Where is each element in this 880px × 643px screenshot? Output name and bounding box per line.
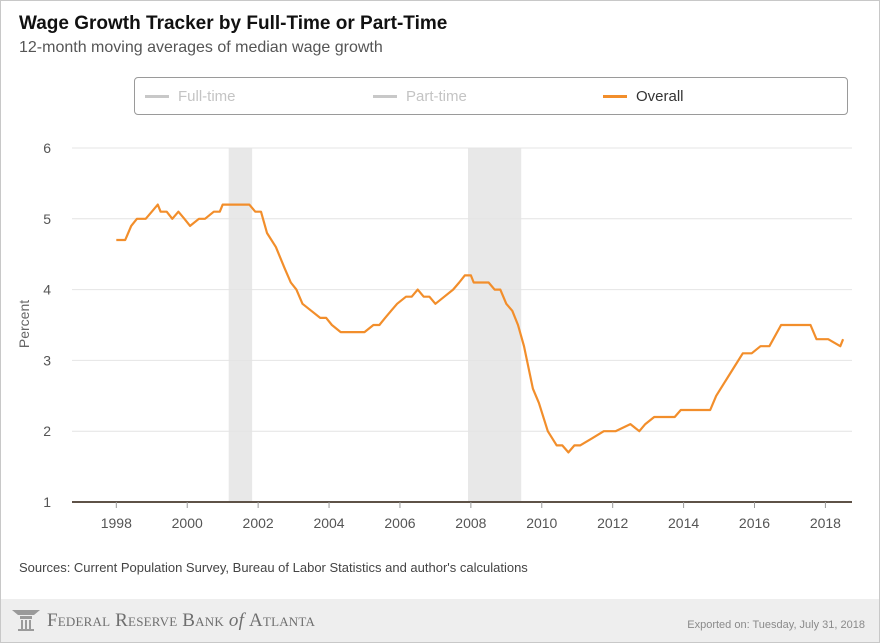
- x-tick-label-2018: 2018: [810, 515, 841, 531]
- legend-label-overall: Overall: [636, 87, 684, 105]
- recession-band-0: [228, 148, 253, 502]
- gridlines: [72, 147, 852, 503]
- recession-band-1: [468, 148, 522, 502]
- y-tick-label-4: 4: [43, 282, 51, 298]
- y-tick-label-1: 1: [43, 494, 51, 510]
- bank-name-of: of: [228, 610, 245, 631]
- x-tick-label-2002: 2002: [243, 515, 274, 531]
- sources-note: Sources: Current Population Survey, Bure…: [19, 560, 528, 575]
- x-tick-label-2006: 2006: [384, 515, 415, 531]
- recession-shading: [228, 148, 522, 502]
- legend-item-overall[interactable]: Overall: [603, 78, 684, 114]
- series-overall: [116, 203, 845, 454]
- legend-swatch-full-time: [145, 94, 169, 98]
- x-tick-label-2000: 2000: [172, 515, 203, 531]
- export-date: Exported on: Tuesday, July 31, 2018: [687, 619, 865, 631]
- y-tick-label-5: 5: [43, 211, 51, 227]
- y-tick-label-2: 2: [43, 423, 51, 439]
- chart-subtitle: 12-month moving averages of median wage …: [19, 39, 383, 56]
- x-tick-label-2016: 2016: [739, 515, 770, 531]
- x-tick-label-2014: 2014: [668, 515, 699, 531]
- footer-bar: Federal Reserve Bank of Atlanta Exported…: [1, 599, 879, 642]
- y-tick-label-6: 6: [43, 140, 51, 156]
- chart-title: Wage Growth Tracker by Full-Time or Part…: [19, 13, 448, 34]
- legend-item-part-time[interactable]: Part-time: [373, 78, 467, 114]
- legend-label-part-time: Part-time: [406, 87, 467, 105]
- legend-swatch-overall: [603, 94, 627, 98]
- legend-swatch-part-time: [373, 94, 397, 98]
- x-tick-label-2012: 2012: [597, 515, 628, 531]
- legend: Full-time Part-time Overall: [134, 77, 848, 115]
- line-chart: 1 2 3 4 5 6 1998 2000 2002 2004 2006 2008 2010 2012 2…: [16, 140, 852, 531]
- legend-item-full-time[interactable]: Full-time: [145, 78, 236, 114]
- legend-label-full-time: Full-time: [178, 87, 236, 105]
- bank-name[interactable]: Federal Reserve Bank of Atlanta: [47, 610, 315, 632]
- x-tick-label-2008: 2008: [455, 515, 486, 531]
- x-tick-label-1998: 1998: [101, 515, 132, 531]
- x-tick-label-2010: 2010: [526, 515, 557, 531]
- fed-eagle-logo-icon: [12, 610, 40, 631]
- y-axis-label: Percent: [16, 300, 32, 348]
- bank-name-part1: Federal Reserve Bank: [47, 610, 224, 631]
- y-tick-label-3: 3: [43, 352, 51, 368]
- y-axis-ticks: 1 2 3 4 5 6: [43, 140, 51, 510]
- x-tick-label-2004: 2004: [313, 515, 344, 531]
- x-axis-ticks: 1998 2000 2002 2004 2006 2008 2010 2012 2014 2016…: [101, 502, 841, 531]
- series-line-overall: [116, 203, 845, 454]
- bank-name-part2: Atlanta: [249, 610, 316, 631]
